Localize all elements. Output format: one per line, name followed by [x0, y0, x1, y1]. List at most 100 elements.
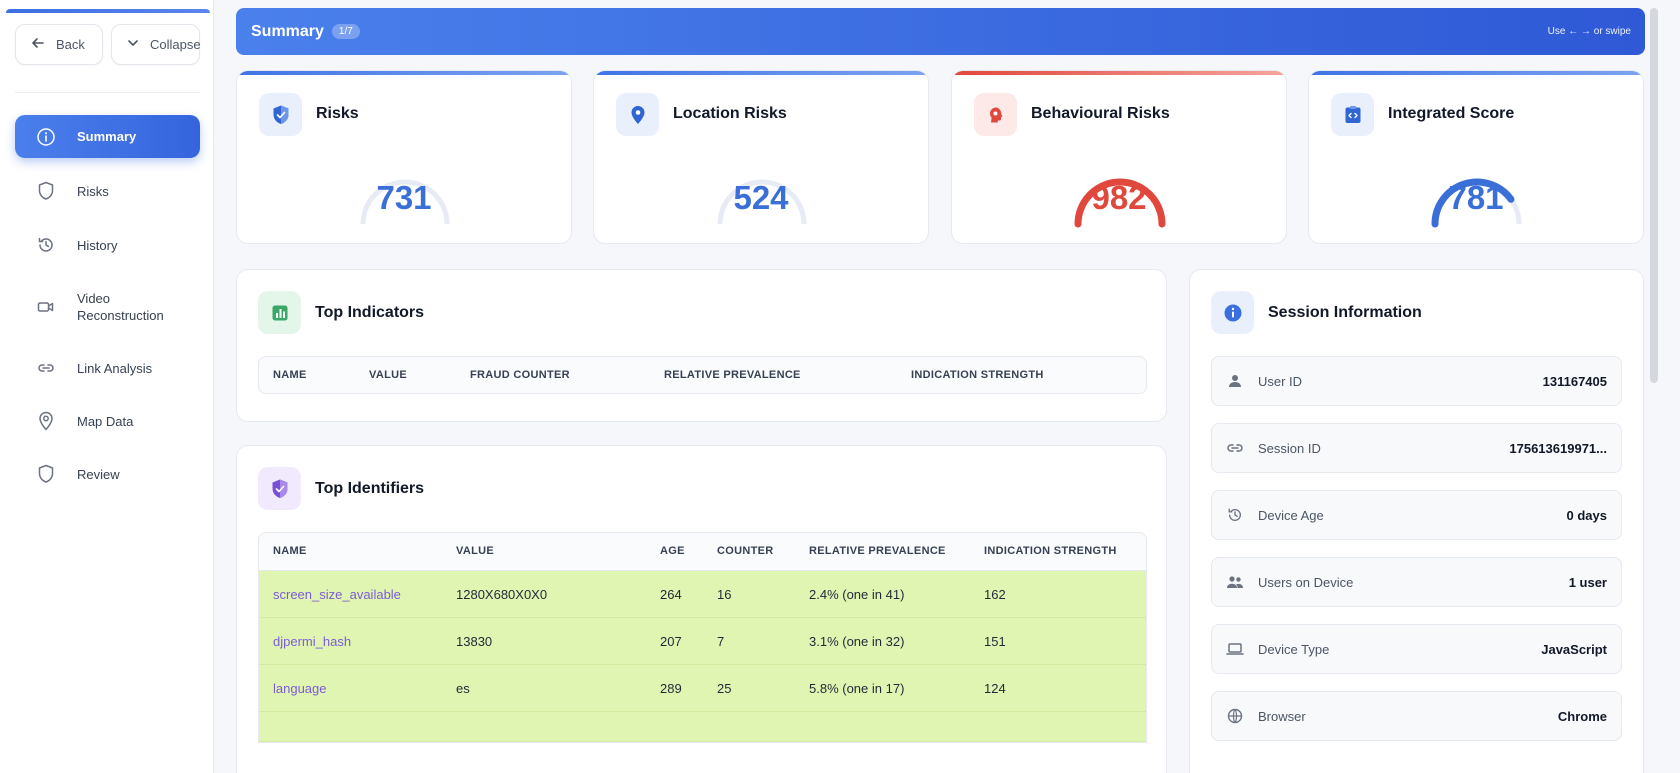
location-risk-gauge [717, 179, 807, 225]
shield-icon [35, 463, 57, 485]
arrow-left-icon [30, 35, 46, 54]
identifier-counter: 16 [717, 587, 732, 602]
session-info-session-id: Session ID 175613619971... [1211, 423, 1622, 473]
identifier-age: 264 [660, 587, 682, 602]
info-value: 131167405 [1542, 374, 1607, 389]
top-indicators-table-header: NAME VALUE FRAUD COUNTER RELATIVE PREVAL… [258, 356, 1147, 394]
identifier-name-link[interactable]: language [273, 681, 327, 696]
history-icon [1226, 506, 1244, 524]
sidebar-item-label: Map Data [77, 413, 134, 429]
info-value: 1 user [1568, 575, 1607, 590]
column-header-relative-prevalence[interactable]: RELATIVE PREVALENCE [809, 545, 946, 557]
session-information-panel: Session Information User ID 131167405 Se… [1189, 269, 1644, 773]
info-label: Users on Device [1258, 575, 1354, 590]
identifier-value: 13830 [456, 634, 493, 649]
table-row[interactable]: djpermi_hash 13830 207 7 3.1% (one in 32… [259, 618, 1146, 665]
collapse-button[interactable]: Collapse [111, 24, 201, 65]
map-pin-icon [35, 410, 57, 432]
shield-icon [258, 467, 301, 510]
back-label: Back [56, 37, 85, 52]
column-header-age[interactable]: AGE [660, 545, 685, 557]
table-row[interactable]: language es 289 25 5.8% (one in 17) 124 [259, 665, 1146, 712]
back-button[interactable]: Back [15, 24, 103, 65]
sidebar: Back Collapse Summary Risks History Vide… [0, 0, 214, 773]
info-label: Device Age [1258, 508, 1324, 523]
identifier-prevalence: 3.1% (one in 32) [809, 634, 905, 649]
column-header-value[interactable]: VALUE [369, 369, 407, 381]
sidebar-item-map-data[interactable]: Map Data [15, 400, 200, 442]
column-header-value[interactable]: VALUE [456, 545, 494, 557]
identifier-name-link[interactable]: djpermi_hash [273, 634, 352, 649]
info-value: 0 days [1566, 508, 1607, 523]
sidebar-item-link-analysis[interactable]: Link Analysis [15, 347, 200, 389]
card-title: Risks [316, 105, 359, 122]
risk-card-location-risks[interactable]: Location Risks 524 [593, 70, 929, 244]
column-header-name[interactable]: NAME [273, 545, 307, 557]
session-info-device-age: Device Age 0 days [1211, 490, 1622, 540]
shield-icon [259, 93, 302, 136]
top-identifiers-table: NAME VALUE AGE COUNTER RELATIVE PREVALEN… [258, 532, 1147, 743]
brain-icon [974, 93, 1017, 136]
info-label: Device Type [1258, 642, 1330, 657]
column-header-counter[interactable]: COUNTER [717, 545, 774, 557]
session-info-users-on-device: Users on Device 1 user [1211, 557, 1622, 607]
identifier-strength: 162 [984, 587, 1006, 602]
identifier-name-link[interactable]: screen_size_available [273, 587, 401, 602]
column-header-indication-strength[interactable]: INDICATION STRENGTH [984, 545, 1117, 557]
risk-card-behavioural-risks[interactable]: Behavioural Risks 982 [951, 70, 1287, 244]
navigation-hint: Use ← → or swipe [1547, 26, 1631, 37]
sidebar-item-video-reconstruction[interactable]: Video Reconstruction [15, 283, 200, 331]
column-header-indication-strength[interactable]: INDICATION STRENGTH [911, 369, 1044, 381]
shield-icon [35, 180, 57, 202]
info-label: Browser [1258, 709, 1306, 724]
video-icon [35, 296, 57, 318]
sidebar-item-label: Risks [77, 183, 109, 199]
chevron-down-icon [126, 36, 140, 53]
info-value: Chrome [1557, 709, 1607, 724]
card-accent-bar [237, 71, 571, 75]
info-icon [1211, 291, 1254, 334]
integrated-score-gauge [1431, 178, 1522, 228]
sidebar-item-summary[interactable]: Summary [15, 115, 200, 158]
info-value: JavaScript [1541, 642, 1607, 657]
risk-card-integrated-score[interactable]: Integrated Score 781 [1308, 70, 1644, 244]
sidebar-accent-bar [6, 9, 210, 13]
sidebar-item-history[interactable]: History [15, 224, 200, 266]
bar-chart-icon [258, 291, 301, 334]
info-value: 175613619971... [1509, 441, 1607, 456]
link-icon [35, 357, 57, 379]
sidebar-item-label: Summary [77, 129, 137, 144]
user-icon [1226, 372, 1244, 390]
sidebar-divider [15, 92, 200, 93]
identifier-strength: 124 [984, 681, 1006, 696]
history-icon [35, 234, 57, 256]
identifier-counter: 7 [717, 634, 725, 649]
sidebar-item-label: History [77, 237, 118, 253]
column-header-relative-prevalence[interactable]: RELATIVE PREVALENCE [664, 369, 801, 381]
map-pin-icon [616, 93, 659, 136]
card-title: Location Risks [673, 105, 787, 122]
column-header-name[interactable]: NAME [273, 369, 307, 381]
card-accent-bar [1309, 71, 1643, 75]
info-icon [35, 126, 57, 148]
top-indicators-title: Top Indicators [315, 304, 425, 321]
integrated-score-value: 781 [1448, 179, 1504, 216]
sidebar-item-label: Link Analysis [77, 360, 153, 376]
users-icon [1226, 573, 1244, 591]
identifier-value: es [456, 681, 470, 696]
column-header-fraud-counter[interactable]: FRAUD COUNTER [470, 369, 570, 381]
card-title: Behavioural Risks [1031, 105, 1170, 122]
session-info-user-id: User ID 131167405 [1211, 356, 1622, 406]
sidebar-item-review[interactable]: Review [15, 453, 200, 495]
risk-card-risks[interactable]: Risks 731 [236, 70, 572, 244]
table-row[interactable] [259, 712, 1146, 742]
globe-icon [1226, 707, 1244, 725]
risk-score-value: 731 [376, 179, 432, 216]
sidebar-item-label: Video Reconstruction [77, 291, 164, 323]
sidebar-item-risks[interactable]: Risks [15, 170, 200, 212]
session-info-device-type: Device Type JavaScript [1211, 624, 1622, 674]
behavioural-risk-score-value: 982 [1091, 179, 1147, 216]
page-scrollbar[interactable] [1650, 8, 1658, 383]
location-risk-score-value: 524 [733, 179, 789, 216]
table-row[interactable]: screen_size_available 1280X680X0X0 264 1… [259, 571, 1146, 618]
